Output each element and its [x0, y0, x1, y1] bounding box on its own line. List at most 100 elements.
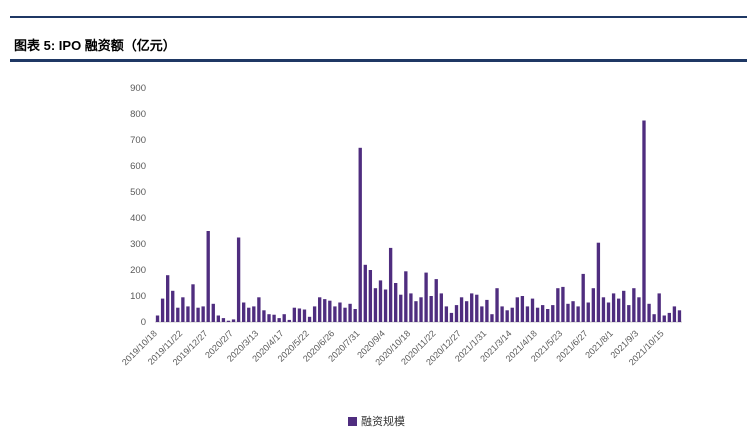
bar [419, 297, 423, 322]
bar [257, 297, 261, 322]
bar [211, 303, 215, 322]
bar [637, 297, 641, 322]
bar [500, 306, 504, 322]
bar [647, 303, 651, 322]
y-axis-tick: 200 [130, 265, 146, 276]
bar [236, 237, 241, 322]
bar [601, 297, 606, 322]
bar [277, 318, 281, 322]
title-divider [10, 59, 747, 62]
bar [546, 309, 550, 322]
bar [206, 231, 210, 322]
bar [287, 319, 291, 322]
bar [160, 298, 165, 322]
bar [439, 293, 443, 322]
bar [231, 319, 236, 322]
bar [343, 307, 347, 322]
bar [191, 284, 195, 322]
bar [323, 299, 327, 322]
chart-title: 图表 5: IPO 融资额（亿元） [14, 38, 176, 53]
bar [348, 303, 352, 322]
bar [616, 298, 621, 322]
bar [216, 315, 221, 322]
bar [586, 302, 590, 322]
bar-chart-canvas: 01002003004005006007008009002019/10/1820… [120, 83, 682, 367]
bar [591, 288, 595, 322]
bar [171, 290, 175, 322]
bar [186, 306, 190, 322]
bar [444, 306, 449, 322]
bar [404, 271, 408, 322]
y-axis-tick: 700 [130, 135, 146, 146]
bar [470, 293, 474, 322]
bar [353, 309, 357, 322]
bar [551, 305, 555, 322]
bar [363, 264, 367, 322]
bar [358, 147, 362, 322]
bar [388, 247, 393, 322]
bar [434, 279, 438, 322]
bar [520, 296, 525, 322]
bar [383, 289, 388, 322]
bar [262, 310, 266, 322]
bar [454, 305, 459, 322]
bar [677, 310, 682, 322]
bar [252, 306, 256, 322]
bar [535, 307, 540, 322]
bar [632, 288, 636, 322]
bar [282, 314, 286, 322]
bar [515, 297, 519, 322]
bar [181, 297, 185, 322]
bar [662, 315, 666, 322]
bar [429, 296, 433, 322]
bar [495, 288, 499, 322]
bar [196, 307, 200, 322]
bar [373, 288, 378, 322]
bar [672, 306, 677, 322]
bar [561, 286, 565, 322]
bar [571, 301, 575, 322]
bar [166, 275, 170, 322]
bar [307, 316, 312, 322]
bar [297, 308, 302, 322]
bar [272, 314, 276, 322]
y-axis-tick: 600 [130, 161, 146, 172]
bar [464, 301, 469, 322]
y-axis-tick: 400 [130, 213, 146, 224]
y-axis-tick: 900 [130, 83, 146, 94]
bar [338, 302, 342, 322]
bar [247, 307, 251, 322]
bar [267, 314, 271, 322]
bar [368, 270, 373, 322]
bar [480, 306, 484, 322]
bar [627, 305, 631, 322]
bar [657, 293, 661, 322]
bar [566, 303, 570, 322]
bar [459, 297, 464, 322]
bar [399, 294, 403, 322]
bar [226, 320, 231, 322]
bar [409, 293, 413, 322]
bar [475, 294, 479, 322]
y-axis-tick: 500 [130, 187, 146, 198]
legend-label: 融资规模 [361, 416, 405, 428]
bar [155, 315, 160, 322]
bar [333, 306, 337, 322]
bar [485, 299, 489, 322]
bar [424, 272, 428, 322]
bar [490, 314, 494, 322]
bar [611, 293, 616, 322]
bar [414, 301, 418, 322]
y-axis-tick: 0 [141, 317, 146, 328]
bar [576, 306, 580, 322]
bar [652, 314, 656, 322]
bar [505, 310, 509, 322]
y-axis-tick: 100 [130, 291, 146, 302]
chart-legend: 融资规模 [0, 413, 753, 429]
bar [449, 312, 454, 322]
bar [394, 283, 398, 322]
top-divider [10, 16, 747, 18]
bar [378, 280, 383, 322]
bar [328, 300, 332, 322]
bar [667, 312, 671, 322]
